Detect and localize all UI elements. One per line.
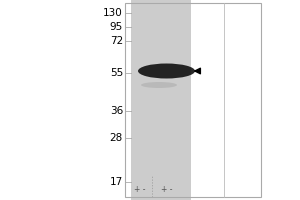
Ellipse shape [138, 64, 195, 78]
Ellipse shape [141, 82, 177, 88]
Text: 130: 130 [103, 8, 123, 18]
Text: + -: + - [134, 184, 145, 194]
Text: + -: + - [161, 184, 172, 194]
Text: 36: 36 [110, 106, 123, 116]
Text: 17: 17 [110, 177, 123, 187]
Bar [124, 3, 261, 197]
Text: 55: 55 [110, 68, 123, 78]
Text: 72: 72 [110, 36, 123, 46]
Bar [130, 0, 190, 200]
Text: 95: 95 [110, 22, 123, 32]
Text: 28: 28 [110, 133, 123, 143]
